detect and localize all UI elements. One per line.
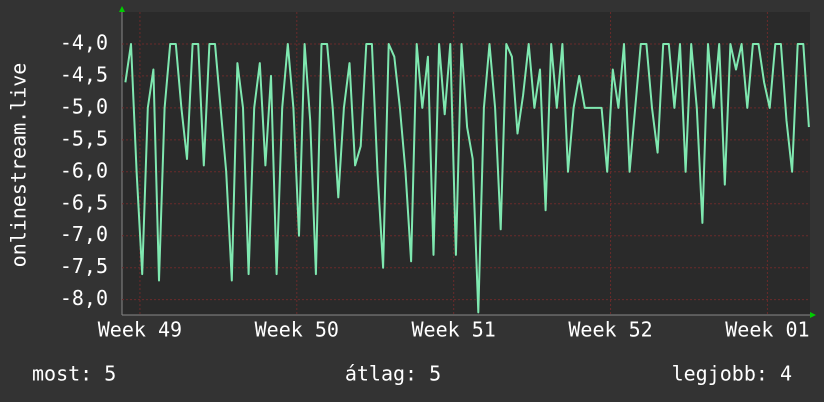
x-tick-label: Week 51: [412, 318, 496, 342]
x-tick-label: Week 49: [98, 318, 182, 342]
y-axis-label: onlinestream.live: [7, 63, 31, 268]
summary-current: most: 5: [32, 362, 116, 386]
y-tick-label: -6,5: [60, 190, 108, 214]
y-tick-label: -5,5: [60, 126, 108, 150]
summary-average: átlag: 5: [345, 362, 441, 386]
data-line: [124, 43, 810, 314]
x-tick-label: Week 50: [255, 318, 339, 342]
y-arrow: [119, 6, 125, 12]
marks: [124, 43, 810, 314]
y-tick-label: -5,0: [60, 94, 108, 118]
y-tick-label: -7,0: [60, 222, 108, 246]
x-tick-label: Week 52: [568, 318, 652, 342]
y-tick-label: -6,0: [60, 158, 108, 182]
y-tick-label: -7,5: [60, 254, 108, 278]
x-tick-label: Week 01: [725, 318, 809, 342]
y-tick-label: -4,0: [60, 30, 108, 54]
summary-best: legjobb: 4: [672, 362, 792, 386]
grid: [122, 12, 810, 315]
y-tick-label: -4,5: [60, 62, 108, 86]
x-arrow: [810, 312, 816, 318]
y-tick-label: -8,0: [60, 286, 108, 310]
